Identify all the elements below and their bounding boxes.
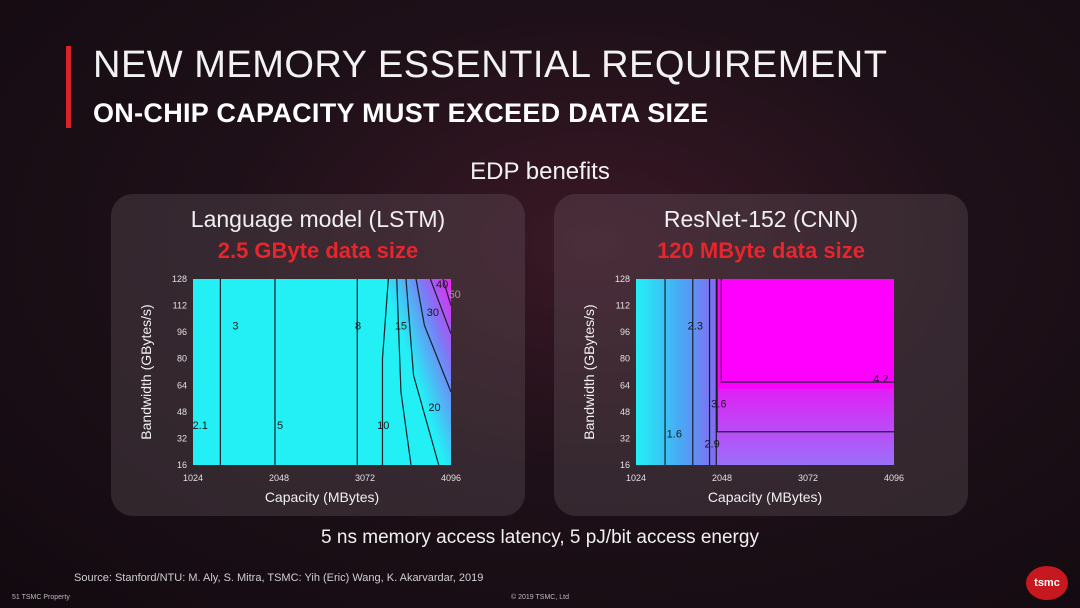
contour-label: 8 [355, 321, 361, 333]
resnet-heatmap: 1.6 2.3 2.9 3.6 4.2 1024 2048 3072 4096 16 32 48 64 8… [581, 274, 904, 505]
footer-left: 51 TSMC Property [12, 594, 70, 601]
source-citation: Source: Stanford/NTU: M. Aly, S. Mitra, … [74, 572, 484, 584]
x-tick-label: 1024 [626, 473, 646, 483]
slide-subtitle: ON-CHIP CAPACITY MUST EXCEED DATA SIZE [93, 98, 709, 128]
y-tick-label: 64 [620, 380, 630, 390]
accent-bar [66, 46, 71, 128]
x-axis-label: Capacity (MBytes) [265, 489, 379, 505]
contour-line [405, 279, 440, 465]
contour-label: 40 [436, 279, 448, 291]
heatmap-high-region [388, 279, 451, 465]
contour-line [381, 279, 389, 465]
lstm-chart-subtitle: 2.5 GByte data size [217, 238, 419, 263]
contour-label: 30 [427, 307, 439, 319]
y-axis-label: Bandwidth (GBytes/s) [138, 304, 154, 439]
y-tick-label: 128 [172, 274, 187, 284]
heatmap-fill [193, 279, 451, 465]
contour-label: 2.3 [688, 321, 703, 333]
contour-label: 4.2 [873, 374, 888, 386]
footer-copyright: © 2019 TSMC, Ltd [511, 594, 569, 601]
y-tick-label: 80 [620, 354, 630, 364]
y-tick-label: 112 [173, 301, 187, 311]
y-tick-label: 48 [620, 407, 630, 417]
heatmap-fill [636, 279, 894, 465]
x-tick-label: 1024 [183, 473, 203, 483]
contour-label: 2.1 [193, 420, 208, 432]
contour-label: 1.6 [667, 428, 682, 440]
slide-title: NEW MEMORY ESSENTIAL REQUIREMENT [93, 44, 888, 86]
heatmap-mid-region [717, 388, 894, 465]
x-tick-label: 2048 [712, 473, 732, 483]
resnet-panel: ResNet-152 (CNN) 120 MByte data size 1.6… [554, 194, 968, 516]
contour-line [720, 279, 894, 383]
lstm-chart-title: Language model (LSTM) [190, 206, 446, 232]
y-tick-label: 128 [615, 274, 630, 284]
x-tick-label: 4096 [884, 473, 904, 483]
y-tick-label: 32 [177, 433, 187, 443]
contour-line [396, 279, 412, 465]
contour-line [716, 279, 894, 433]
lstm-panel: Language model (LSTM) 2.5 GByte data siz… [111, 194, 525, 516]
contour-label: 15 [395, 321, 407, 333]
resnet-chart-title: ResNet-152 (CNN) [663, 206, 859, 232]
x-tick-label: 4096 [441, 473, 461, 483]
y-tick-label: 112 [616, 301, 630, 311]
y-tick-label: 16 [620, 460, 630, 470]
y-tick-label: 96 [620, 327, 630, 337]
y-tick-label: 96 [177, 327, 187, 337]
x-tick-label: 3072 [798, 473, 818, 483]
contour-label: 2.9 [704, 438, 719, 450]
contour-line [442, 279, 451, 306]
contour-line [429, 279, 451, 335]
contour-label: 50 [449, 289, 461, 301]
contour-label: 10 [377, 420, 389, 432]
y-tick-label: 80 [177, 354, 187, 364]
x-tick-label: 3072 [355, 473, 375, 483]
x-axis-label: Capacity (MBytes) [708, 489, 822, 505]
tsmc-logo: tsmc [1026, 566, 1068, 600]
y-tick-label: 32 [620, 433, 630, 443]
contour-label: 20 [428, 402, 440, 414]
x-tick-label: 2048 [269, 473, 289, 483]
y-tick-label: 48 [177, 407, 187, 417]
resnet-chart-subtitle: 120 MByte data size [657, 238, 865, 263]
heatmap-low-strip [636, 279, 718, 465]
assumption-note: 5 ns memory access latency, 5 pJ/bit acc… [321, 527, 759, 548]
contour-line [415, 279, 451, 393]
y-tick-label: 16 [177, 460, 187, 470]
y-tick-label: 64 [177, 380, 187, 390]
y-axis-label: Bandwidth (GBytes/s) [581, 304, 597, 439]
section-label: EDP benefits [470, 158, 610, 185]
contour-label: 3 [232, 321, 238, 333]
contour-label: 5 [277, 420, 283, 432]
contour-label: 3.6 [711, 399, 726, 411]
